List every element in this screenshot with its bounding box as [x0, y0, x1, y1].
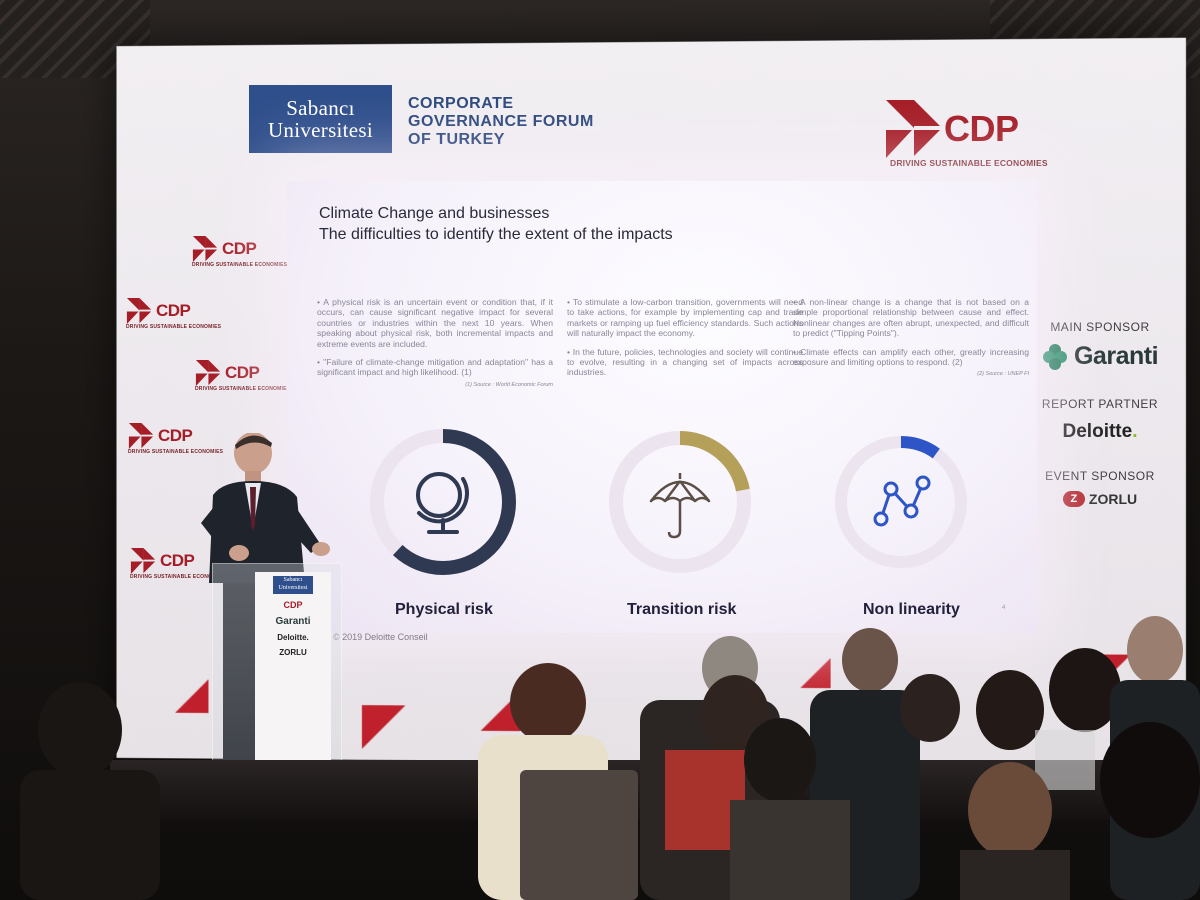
- cdp-mark-icon: [192, 236, 218, 262]
- cdp-mark-icon: [195, 360, 221, 386]
- cdp-logo-small: CDP DRIVING SUSTAINABLE ECONOMIES: [126, 298, 221, 330]
- non-linearity-ring: [835, 436, 967, 568]
- slide-page-number: 4: [1002, 605, 1006, 611]
- physical-risk-label: Physical risk: [395, 601, 493, 618]
- cdp-mark-icon: [128, 423, 154, 449]
- transition-risk-ring: [609, 431, 751, 573]
- cdp-logo-main: CDP DRIVING SUSTAINABLE ECONOMIES: [886, 100, 1048, 168]
- cdp-mark-icon: [886, 100, 940, 158]
- lectern-cdp-logo: CDP: [283, 600, 303, 610]
- ring-arc: [609, 431, 751, 573]
- cdp-mark-icon: [130, 548, 156, 574]
- lectern-garanti-logo: Garanti: [275, 616, 311, 627]
- cdp-mark-icon: [126, 298, 152, 324]
- physical-risk-ring: [370, 429, 516, 575]
- lectern-deloitte-logo: Deloitte.: [277, 633, 309, 642]
- deloitte-logo: Deloitte.: [1062, 421, 1138, 442]
- garanti-logo: Garanti: [1030, 342, 1170, 371]
- umbrella-icon: [649, 473, 711, 539]
- cdp-logo-small: CDP DRIVING SUSTAINABLE ECONOMIES: [192, 236, 287, 268]
- lectern-zorlu-logo: ZORLU: [279, 648, 307, 657]
- sponsor-panel: MAIN SPONSOR Garanti REPORT PARTNER Delo…: [1030, 320, 1170, 507]
- audience: [20, 616, 1200, 900]
- slide-footer: © 2019 Deloitte Conseil: [333, 632, 428, 642]
- zorlu-z-icon: Z: [1062, 491, 1085, 507]
- cdp-logo-small: CDP DRIVING SUSTAINABLE ECONOMIES: [195, 360, 290, 392]
- slide-column-transition: To stimulate a low-carbon transition, go…: [567, 297, 803, 386]
- main-sponsor-label: MAIN SPONSOR: [1050, 320, 1150, 334]
- non-linearity-label: Non linearity: [863, 601, 960, 618]
- presentation-slide: Climate Change and businesses The diffic…: [287, 181, 1037, 642]
- cdp-logo-small: CDP DRIVING SUSTAINABLE ECONOMIES: [128, 423, 223, 455]
- ring-arc: [835, 436, 967, 568]
- network-icon: [873, 475, 931, 527]
- report-partner-label: REPORT PARTNER: [1041, 397, 1159, 411]
- slide-title: Climate Change and businesses The diffic…: [319, 205, 673, 243]
- transition-risk-label: Transition risk: [627, 601, 737, 618]
- clover-icon: [1042, 343, 1067, 370]
- cdp-logo-small: CDP DRIVING SUSTAINABLE ECONOMIES: [130, 548, 225, 580]
- slide-column-nonlinear: A non-linear change is a change that is …: [793, 297, 1029, 380]
- zorlu-logo: Z ZORLU: [1030, 491, 1170, 507]
- sabanci-logo: Sabancı Universitesi: [249, 85, 392, 153]
- slide-column-physical: A physical risk is an uncertain event or…: [317, 297, 553, 390]
- forum-title: CORPORATE GOVERNANCE FORUM OF TURKEY: [408, 95, 594, 148]
- globe-icon: [416, 472, 469, 534]
- lectern-sabanci-logo: Sabancı Universitesi: [273, 576, 313, 594]
- ring-arc: [370, 429, 516, 575]
- lectern-signage: Sabancı Universitesi CDP Garanti Deloitt…: [255, 572, 331, 787]
- event-sponsor-label: EVENT SPONSOR: [1045, 469, 1155, 483]
